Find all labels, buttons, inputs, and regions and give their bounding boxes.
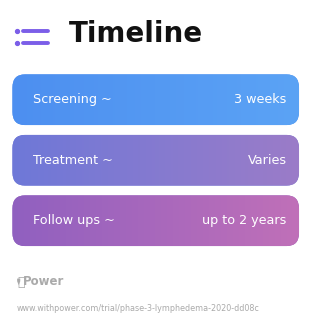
Text: 3 weeks: 3 weeks <box>234 93 287 106</box>
Text: Follow ups ~: Follow ups ~ <box>33 214 115 227</box>
FancyBboxPatch shape <box>12 135 299 185</box>
Text: up to 2 years: up to 2 years <box>202 214 287 227</box>
Text: Varies: Varies <box>247 154 287 167</box>
Text: Treatment ~: Treatment ~ <box>33 154 113 167</box>
Text: Power: Power <box>23 275 65 288</box>
Text: www.withpower.com/trial/phase-3-lymphedema-2020-dd08c: www.withpower.com/trial/phase-3-lymphede… <box>17 303 260 313</box>
Polygon shape <box>17 279 20 285</box>
Text: Screening ~: Screening ~ <box>33 93 111 106</box>
Text: ␧: ␧ <box>17 276 25 289</box>
Text: Timeline: Timeline <box>68 20 203 48</box>
FancyBboxPatch shape <box>12 75 299 125</box>
FancyBboxPatch shape <box>12 196 299 246</box>
